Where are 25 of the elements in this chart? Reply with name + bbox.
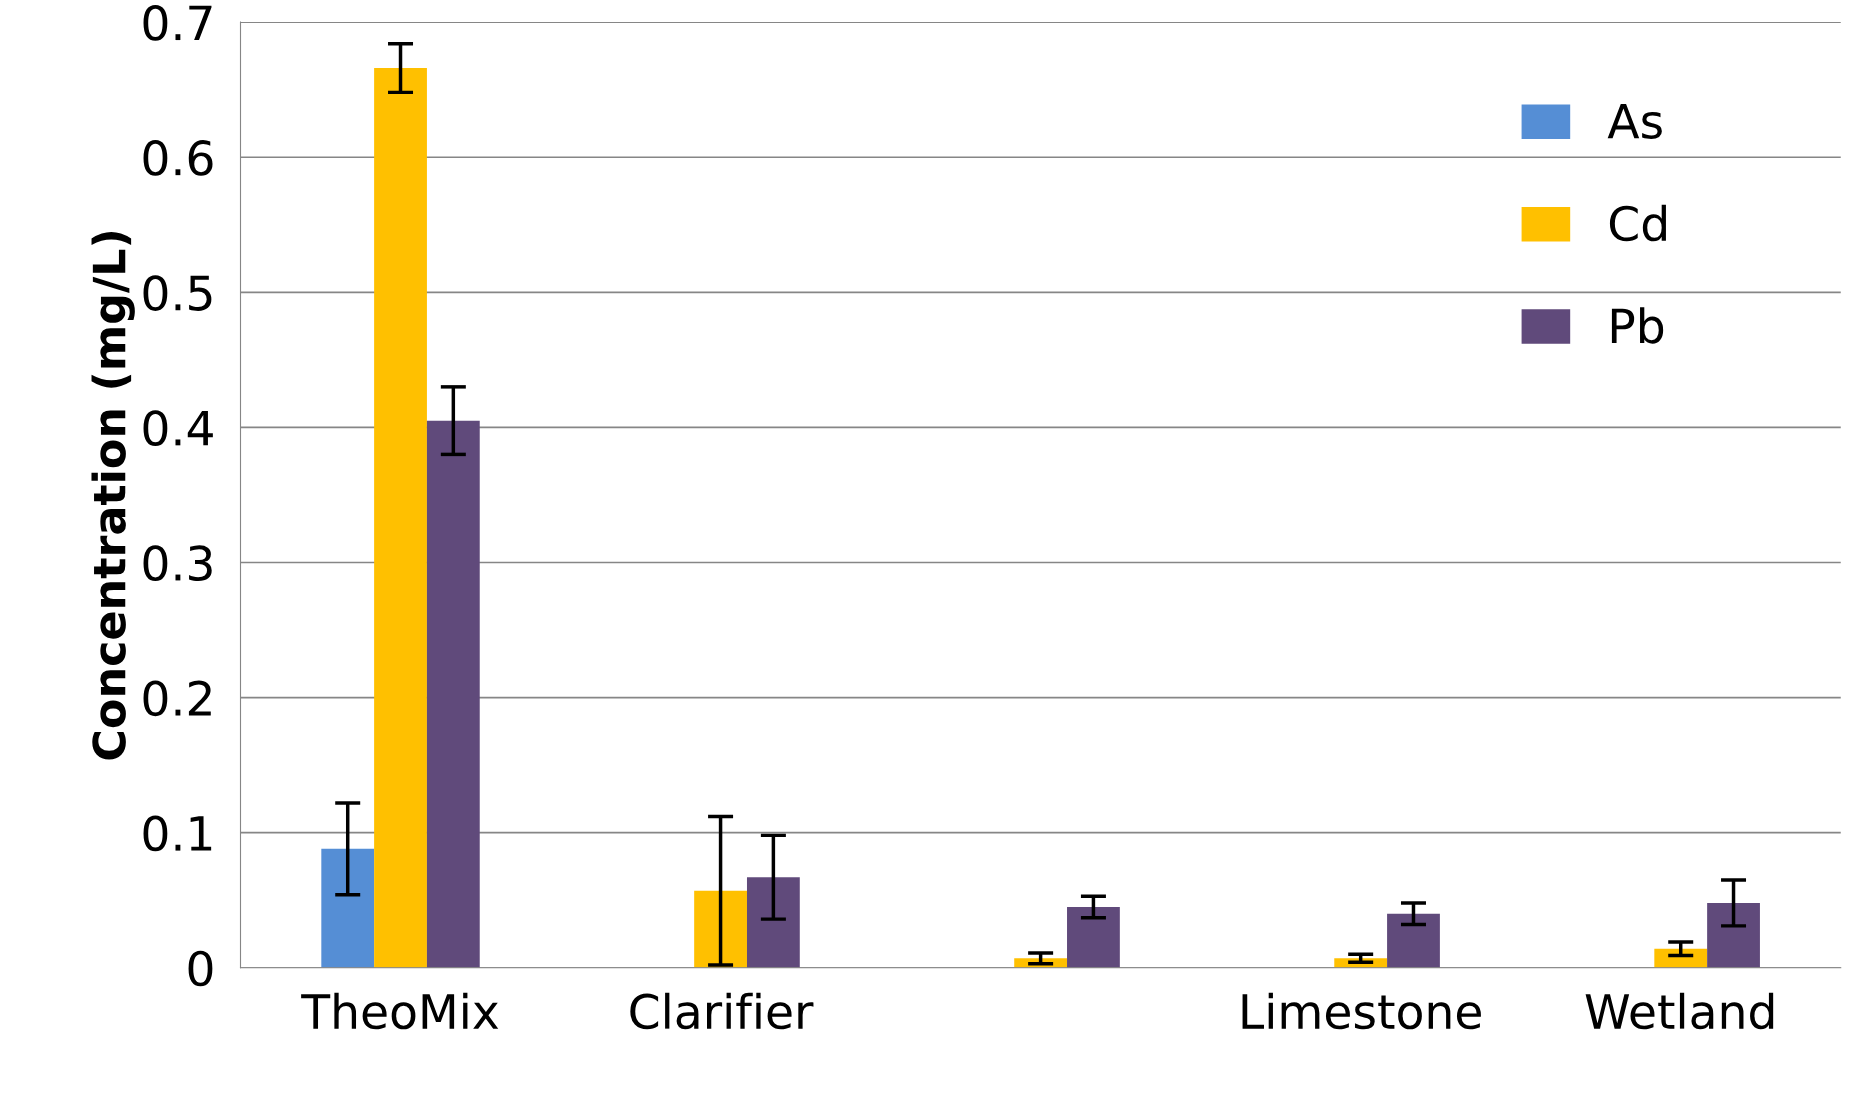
bar <box>746 877 800 968</box>
legend-label: Cd <box>1609 204 1666 242</box>
y-tick-label: 0.2 <box>143 680 211 717</box>
bar <box>1707 902 1760 968</box>
x-tick-label: Wetland <box>1585 992 1774 1030</box>
x-tick-label: TheoMix <box>301 992 499 1030</box>
bar <box>374 68 427 968</box>
bar <box>1654 948 1708 968</box>
x-tick-label: Limestone <box>1242 992 1481 1030</box>
y-tick-label: 0.5 <box>143 275 212 311</box>
bar <box>1067 906 1120 968</box>
y-tick-label: 0.4 <box>143 410 213 446</box>
y-tick-label: 0 <box>188 950 213 987</box>
legend-label: As <box>1607 103 1662 139</box>
bar <box>1387 913 1440 968</box>
bar <box>321 848 375 968</box>
y-tick-label: 0.1 <box>143 815 212 852</box>
bar <box>426 420 480 968</box>
y-tick-label: 0.3 <box>143 545 212 582</box>
y-tick-label: 0.7 <box>143 5 212 41</box>
y-tick-label: 0.6 <box>143 140 213 176</box>
x-tick-label: Clarifier <box>630 992 814 1030</box>
y-axis-title: Concentration (mg/L) <box>91 232 135 760</box>
bar <box>694 890 747 968</box>
legend-label: Pb <box>1611 307 1664 344</box>
